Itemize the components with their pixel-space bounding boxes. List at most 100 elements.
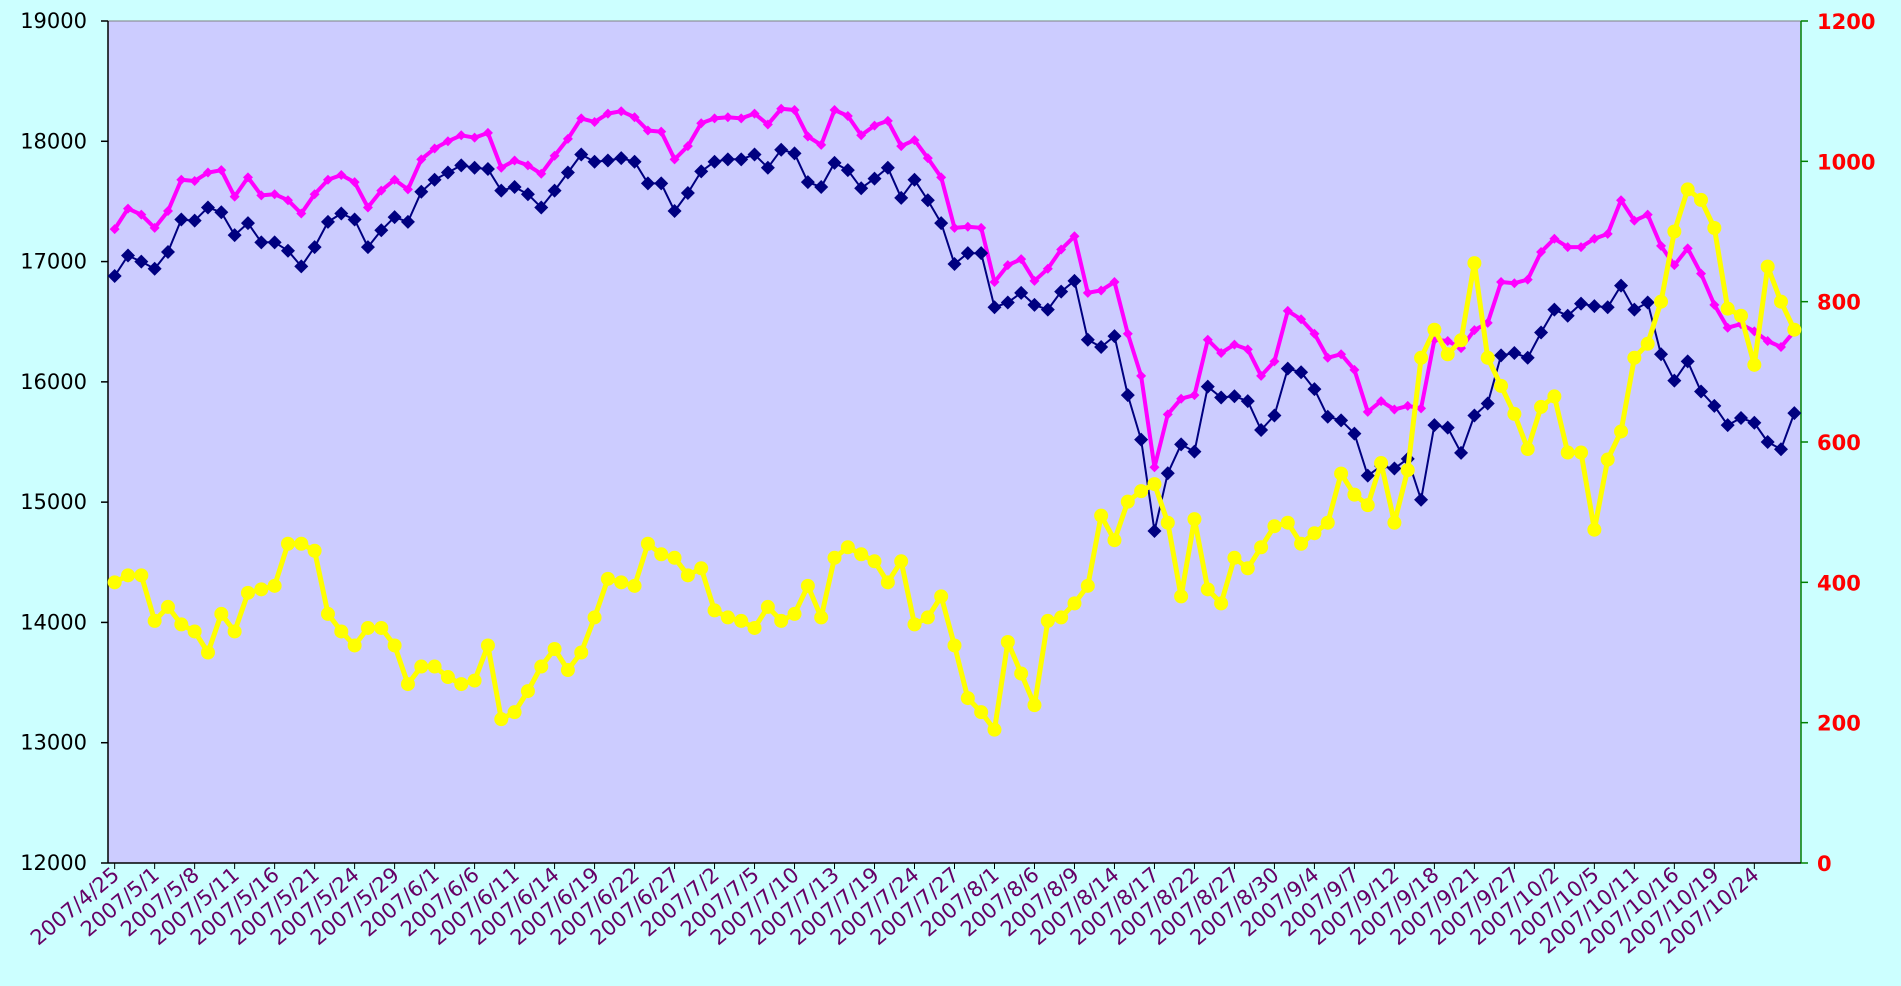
- y-tick-label: 18000: [20, 129, 87, 153]
- point: [189, 175, 200, 186]
- point: [694, 561, 709, 576]
- point: [1520, 442, 1535, 457]
- point: [1014, 285, 1029, 300]
- point: [747, 147, 762, 162]
- point: [654, 547, 669, 562]
- point: [1507, 345, 1522, 360]
- point: [520, 187, 535, 202]
- point: [1720, 418, 1735, 433]
- point: [1669, 260, 1680, 271]
- point: [322, 174, 333, 185]
- point: [387, 638, 402, 653]
- point: [1600, 452, 1615, 467]
- point: [1560, 308, 1575, 323]
- point: [907, 172, 922, 187]
- point: [1309, 328, 1320, 339]
- point: [600, 153, 615, 168]
- point: [1147, 524, 1162, 539]
- point: [454, 158, 469, 173]
- point: [589, 117, 600, 128]
- point: [214, 606, 229, 621]
- point: [1720, 301, 1735, 316]
- point: [374, 223, 389, 238]
- point: [122, 203, 133, 214]
- point: [1560, 445, 1575, 460]
- point: [1080, 578, 1095, 593]
- point: [774, 613, 789, 628]
- point: [334, 206, 349, 221]
- point: [440, 165, 455, 180]
- point: [616, 106, 627, 117]
- point: [1694, 384, 1709, 399]
- point: [1496, 277, 1507, 288]
- point: [509, 155, 520, 166]
- point: [360, 620, 375, 635]
- point: [402, 184, 413, 195]
- point: [1267, 519, 1282, 534]
- point: [680, 186, 695, 201]
- point: [187, 624, 202, 639]
- point: [1722, 322, 1733, 333]
- point: [1280, 515, 1295, 530]
- point: [1494, 348, 1509, 363]
- point: [1400, 463, 1415, 478]
- point: [614, 575, 629, 590]
- point: [776, 103, 787, 114]
- point: [1307, 382, 1322, 397]
- y-tick-label: 13000: [20, 731, 87, 755]
- point: [800, 175, 815, 190]
- point: [1787, 406, 1802, 421]
- point: [880, 575, 895, 590]
- y2-tick-label: 800: [1817, 291, 1861, 315]
- point: [869, 120, 880, 131]
- point: [800, 578, 815, 593]
- point: [307, 240, 322, 255]
- point: [1707, 398, 1722, 413]
- point: [896, 141, 907, 152]
- point: [627, 578, 642, 593]
- point: [1734, 308, 1749, 323]
- point: [1056, 244, 1067, 255]
- point: [574, 147, 589, 162]
- point: [1269, 356, 1280, 367]
- point: [1374, 456, 1389, 471]
- point: [280, 243, 295, 258]
- point: [1200, 582, 1215, 597]
- point: [1654, 347, 1669, 362]
- point: [400, 677, 415, 692]
- point: [1427, 418, 1442, 433]
- point: [960, 691, 975, 706]
- point: [1107, 533, 1122, 548]
- point: [1734, 410, 1749, 425]
- point: [747, 620, 762, 635]
- point: [1214, 596, 1229, 611]
- point: [136, 209, 147, 220]
- point: [1680, 354, 1695, 369]
- point: [827, 155, 842, 170]
- point: [1549, 233, 1560, 244]
- point: [1362, 406, 1373, 417]
- point: [667, 204, 682, 219]
- point: [494, 712, 509, 727]
- point: [1656, 240, 1667, 251]
- point: [349, 177, 360, 188]
- point: [642, 125, 653, 136]
- point: [1256, 370, 1267, 381]
- point: [1414, 350, 1429, 365]
- point: [1240, 394, 1255, 409]
- point: [1534, 325, 1549, 340]
- point: [1320, 515, 1335, 530]
- point: [734, 152, 749, 167]
- point: [602, 108, 613, 119]
- point: [1267, 408, 1282, 423]
- point: [1562, 242, 1573, 253]
- point: [1774, 442, 1789, 457]
- point: [707, 603, 722, 618]
- point: [1614, 424, 1629, 439]
- point: [1242, 344, 1253, 355]
- point: [1682, 243, 1693, 254]
- point: [547, 183, 562, 198]
- point: [1002, 260, 1013, 271]
- point: [1547, 389, 1562, 404]
- point: [894, 190, 909, 205]
